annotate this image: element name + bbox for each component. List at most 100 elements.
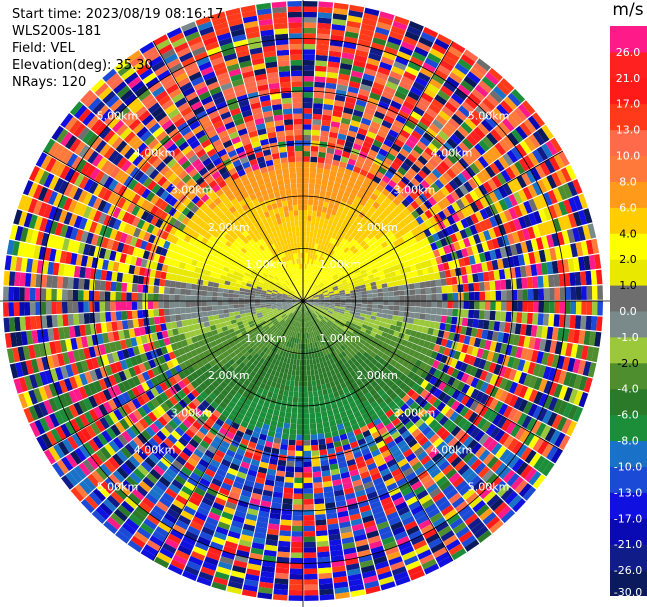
ray-gate (315, 216, 321, 223)
ray-gate (379, 124, 390, 134)
ray-gate (314, 503, 325, 510)
ray-gate (528, 212, 538, 226)
ray-gate (318, 283, 324, 288)
ray-gate (290, 552, 303, 559)
ray-gate (504, 268, 511, 279)
ray-gate (346, 330, 353, 336)
ray-gate (333, 309, 340, 313)
ray-gate (508, 207, 518, 220)
ray-gate (324, 299, 330, 301)
ray-gate (562, 183, 573, 199)
ray-gate (321, 287, 327, 292)
ray-gate (463, 335, 471, 345)
ray-gate (303, 113, 313, 120)
ray-gate (449, 411, 459, 422)
ray-gate (461, 317, 469, 327)
ray-gate (306, 305, 310, 310)
ray-gate (496, 416, 508, 429)
ray-gate (284, 384, 290, 391)
ray-gate (510, 111, 523, 125)
ray-gate (521, 172, 532, 186)
ray-gate (449, 324, 457, 333)
ray-gate (303, 204, 308, 210)
ray-gate (296, 440, 303, 446)
ray-gate (356, 351, 363, 358)
ray-gate (321, 311, 327, 316)
ray-gate (479, 370, 488, 381)
ray-gate (448, 243, 456, 253)
ray-gate (343, 334, 349, 341)
ray-gate (316, 384, 322, 391)
ray-gate (360, 287, 367, 292)
ray-gate (319, 268, 324, 274)
ray-gate (324, 302, 330, 304)
ray-gate (314, 266, 319, 272)
ray-gate (306, 305, 311, 310)
ray-gate (348, 125, 359, 133)
ray-gate (423, 364, 432, 373)
ray-gate (313, 199, 319, 206)
ray-gate (318, 295, 324, 298)
ray-gate (312, 265, 317, 271)
ray-gate (494, 311, 501, 321)
ray-gate (514, 323, 522, 335)
ray-gate (324, 229, 330, 236)
ray-gate (393, 296, 400, 301)
ray-gate (414, 359, 423, 368)
ray-gate (325, 314, 331, 319)
ray-gate (394, 90, 407, 101)
ray-gate (503, 209, 513, 222)
ray-gate (410, 392, 420, 401)
ray-gate (523, 118, 537, 134)
ray-gate (519, 140, 532, 155)
ray-gate (444, 183, 455, 194)
ray-gate (440, 338, 448, 347)
ray-gate (546, 174, 557, 189)
ray-gate (331, 314, 338, 318)
ray-gate (428, 366, 437, 376)
ray-gate (46, 315, 53, 328)
ray-gate (475, 482, 489, 496)
ray-gate (365, 102, 378, 111)
ray-gate (344, 168, 353, 176)
ray-gate (541, 235, 550, 249)
ray-gate (408, 134, 419, 145)
ray-gate (365, 63, 379, 72)
ray-gate (520, 446, 533, 461)
ray-gate (303, 156, 310, 162)
ray-gate (314, 254, 318, 261)
ray-gate (305, 269, 308, 275)
ray-gate (303, 279, 306, 285)
ray-gate (354, 161, 364, 169)
ray-gate (310, 308, 315, 313)
ray-gate (315, 311, 320, 316)
ray-gate (359, 281, 365, 286)
ray-gate (525, 240, 534, 253)
ray-gate (311, 242, 315, 249)
ray-gate (522, 289, 528, 301)
ray-gate (294, 353, 298, 360)
ray-gate (361, 324, 368, 330)
ray-gate (376, 284, 383, 289)
ray-gate (372, 247, 380, 254)
ray-gate (420, 288, 426, 295)
ray-gate (498, 403, 509, 416)
ray-gate (350, 238, 357, 246)
ray-gate (385, 409, 394, 418)
ray-gate (300, 354, 303, 360)
ray-gate (446, 76, 460, 88)
ray-gate (328, 289, 334, 293)
ray-gate (382, 360, 390, 369)
ray-gate (370, 358, 378, 366)
ray-gate (366, 338, 373, 345)
ray-gate (386, 364, 394, 372)
ray-gate (289, 428, 297, 435)
ray-gate (303, 145, 311, 152)
ray-gate (439, 145, 451, 157)
ray-gate (527, 226, 536, 240)
ray-gate (324, 163, 332, 170)
ray-gate (405, 253, 413, 261)
ray-gate (368, 344, 375, 352)
ray-gate (310, 364, 314, 371)
ray-gate (411, 324, 419, 331)
